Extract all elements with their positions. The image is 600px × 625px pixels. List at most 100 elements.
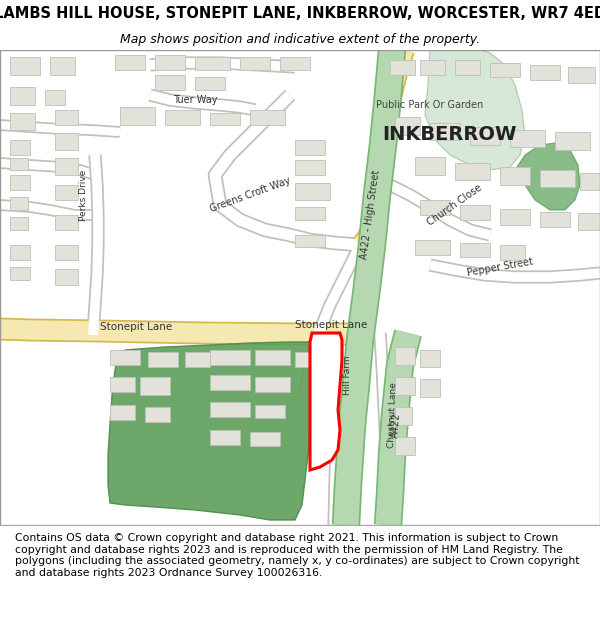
Polygon shape	[295, 140, 325, 155]
Polygon shape	[555, 132, 590, 150]
Polygon shape	[395, 377, 415, 395]
Polygon shape	[140, 377, 170, 395]
Polygon shape	[490, 63, 520, 77]
Polygon shape	[10, 57, 40, 75]
Polygon shape	[530, 65, 560, 80]
Polygon shape	[55, 185, 78, 200]
Polygon shape	[115, 55, 145, 70]
Polygon shape	[10, 158, 28, 170]
Polygon shape	[110, 350, 140, 365]
Polygon shape	[210, 430, 240, 445]
Polygon shape	[295, 207, 325, 220]
Text: Perks Drive: Perks Drive	[79, 169, 88, 221]
Polygon shape	[55, 158, 78, 175]
Polygon shape	[55, 269, 78, 285]
Text: Stonepit Lane: Stonepit Lane	[100, 322, 172, 332]
Polygon shape	[10, 217, 28, 230]
Polygon shape	[195, 77, 225, 90]
Polygon shape	[460, 243, 490, 257]
Text: Church Close: Church Close	[426, 182, 484, 228]
Polygon shape	[148, 352, 178, 367]
Polygon shape	[10, 267, 30, 280]
Text: Public Park Or Garden: Public Park Or Garden	[376, 100, 484, 110]
Polygon shape	[460, 205, 490, 220]
Polygon shape	[185, 352, 210, 367]
Text: Contains OS data © Crown copyright and database right 2021. This information is : Contains OS data © Crown copyright and d…	[15, 533, 580, 578]
Polygon shape	[295, 235, 325, 247]
Polygon shape	[295, 160, 325, 175]
Polygon shape	[210, 350, 250, 365]
Polygon shape	[255, 377, 290, 392]
Polygon shape	[415, 240, 450, 255]
Text: A422 - High Street: A422 - High Street	[359, 169, 381, 261]
Polygon shape	[10, 87, 35, 105]
Polygon shape	[55, 133, 78, 150]
Polygon shape	[55, 110, 78, 125]
Polygon shape	[165, 110, 200, 125]
Polygon shape	[420, 379, 440, 397]
Text: Stonepit Lane: Stonepit Lane	[295, 320, 367, 330]
Polygon shape	[120, 107, 155, 125]
Polygon shape	[155, 75, 185, 90]
Text: Pepper Street: Pepper Street	[466, 256, 534, 278]
Polygon shape	[420, 350, 440, 367]
Polygon shape	[250, 110, 285, 125]
Text: Hill Farm: Hill Farm	[343, 355, 353, 395]
Polygon shape	[540, 212, 570, 227]
Polygon shape	[210, 402, 250, 417]
Polygon shape	[255, 405, 285, 418]
Polygon shape	[510, 130, 545, 147]
Polygon shape	[110, 377, 135, 392]
Polygon shape	[250, 432, 280, 446]
Polygon shape	[108, 342, 312, 520]
Polygon shape	[195, 57, 230, 70]
Polygon shape	[310, 333, 342, 470]
Text: Chestnut Lane: Chestnut Lane	[388, 382, 398, 448]
Polygon shape	[45, 90, 65, 105]
Polygon shape	[540, 170, 575, 187]
Polygon shape	[55, 245, 78, 260]
Text: LAMBS HILL HOUSE, STONEPIT LANE, INKBERROW, WORCESTER, WR7 4ED: LAMBS HILL HOUSE, STONEPIT LANE, INKBERR…	[0, 6, 600, 21]
Polygon shape	[515, 143, 580, 210]
Polygon shape	[110, 405, 135, 420]
Polygon shape	[210, 113, 240, 125]
Polygon shape	[395, 347, 415, 365]
Polygon shape	[580, 173, 600, 190]
Polygon shape	[578, 213, 600, 230]
Polygon shape	[210, 375, 250, 390]
Polygon shape	[430, 123, 460, 140]
Polygon shape	[390, 60, 415, 75]
Polygon shape	[255, 350, 290, 365]
Polygon shape	[10, 175, 30, 190]
Polygon shape	[240, 57, 270, 70]
Polygon shape	[500, 209, 530, 225]
Polygon shape	[280, 57, 310, 70]
Polygon shape	[50, 57, 75, 75]
Polygon shape	[568, 67, 595, 83]
Polygon shape	[395, 407, 412, 425]
Polygon shape	[455, 163, 490, 180]
Polygon shape	[55, 215, 78, 230]
Polygon shape	[10, 197, 28, 210]
Polygon shape	[295, 352, 330, 367]
Text: INKBERROW: INKBERROW	[383, 126, 517, 144]
Polygon shape	[415, 157, 445, 175]
Polygon shape	[455, 60, 480, 75]
Polygon shape	[470, 127, 500, 145]
Polygon shape	[395, 117, 420, 135]
Polygon shape	[420, 60, 445, 75]
Polygon shape	[145, 407, 170, 422]
Polygon shape	[295, 183, 330, 200]
Text: Map shows position and indicative extent of the property.: Map shows position and indicative extent…	[120, 32, 480, 46]
Polygon shape	[10, 140, 30, 155]
Polygon shape	[500, 245, 525, 260]
Polygon shape	[155, 55, 185, 70]
Text: A422: A422	[390, 412, 402, 438]
Polygon shape	[425, 47, 525, 170]
Polygon shape	[10, 245, 30, 260]
Polygon shape	[420, 200, 450, 215]
Text: Tuer Way: Tuer Way	[173, 95, 217, 105]
Polygon shape	[10, 113, 35, 130]
Polygon shape	[395, 437, 415, 455]
Text: Greens Croft Way: Greens Croft Way	[208, 176, 292, 214]
